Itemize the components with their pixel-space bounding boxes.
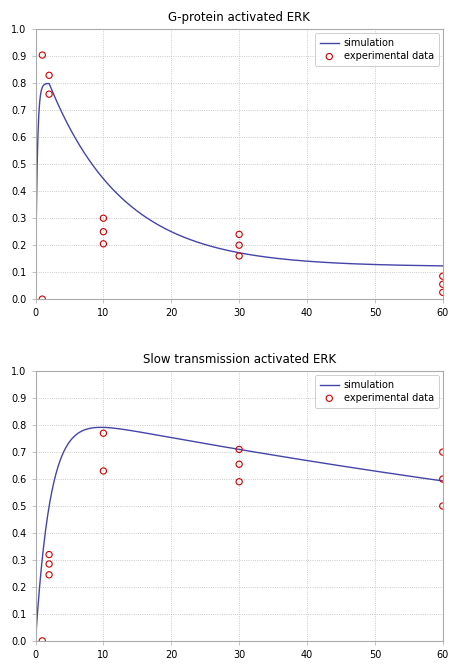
experimental data <box>45 89 53 99</box>
simulation <box>357 260 363 268</box>
simulation <box>197 439 203 447</box>
experimental data <box>45 70 53 81</box>
experimental data <box>438 279 446 290</box>
simulation <box>46 79 51 87</box>
simulation <box>74 138 80 146</box>
Title: Slow transmission activated ERK: Slow transmission activated ERK <box>142 353 335 366</box>
experimental data <box>438 287 446 298</box>
Legend: simulation, experimental data: simulation, experimental data <box>314 34 438 66</box>
experimental data <box>235 229 242 240</box>
experimental data <box>39 635 46 646</box>
simulation <box>74 430 80 438</box>
simulation <box>439 477 445 485</box>
experimental data <box>100 238 107 249</box>
experimental data <box>235 476 242 487</box>
experimental data <box>100 226 107 237</box>
Line: simulation: simulation <box>35 427 442 641</box>
simulation <box>98 423 103 431</box>
Legend: simulation, experimental data: simulation, experimental data <box>314 375 438 408</box>
simulation <box>350 464 355 472</box>
simulation <box>212 244 218 252</box>
experimental data <box>45 570 53 580</box>
experimental data <box>100 213 107 223</box>
Title: G-protein activated ERK: G-protein activated ERK <box>168 11 309 24</box>
experimental data <box>235 240 242 250</box>
simulation <box>350 260 355 268</box>
experimental data <box>100 466 107 476</box>
experimental data <box>235 459 242 470</box>
experimental data <box>45 549 53 560</box>
experimental data <box>235 444 242 455</box>
simulation <box>439 262 445 270</box>
experimental data <box>438 474 446 484</box>
simulation <box>312 458 318 466</box>
experimental data <box>438 447 446 458</box>
simulation <box>212 442 218 450</box>
experimental data <box>438 501 446 511</box>
Line: simulation: simulation <box>35 83 442 299</box>
experimental data <box>438 271 446 282</box>
simulation <box>312 258 318 266</box>
experimental data <box>45 559 53 570</box>
experimental data <box>39 50 46 60</box>
simulation <box>197 239 203 247</box>
simulation <box>357 465 363 473</box>
experimental data <box>39 294 46 305</box>
experimental data <box>100 428 107 439</box>
simulation <box>33 295 38 303</box>
experimental data <box>235 250 242 261</box>
simulation <box>33 637 38 645</box>
